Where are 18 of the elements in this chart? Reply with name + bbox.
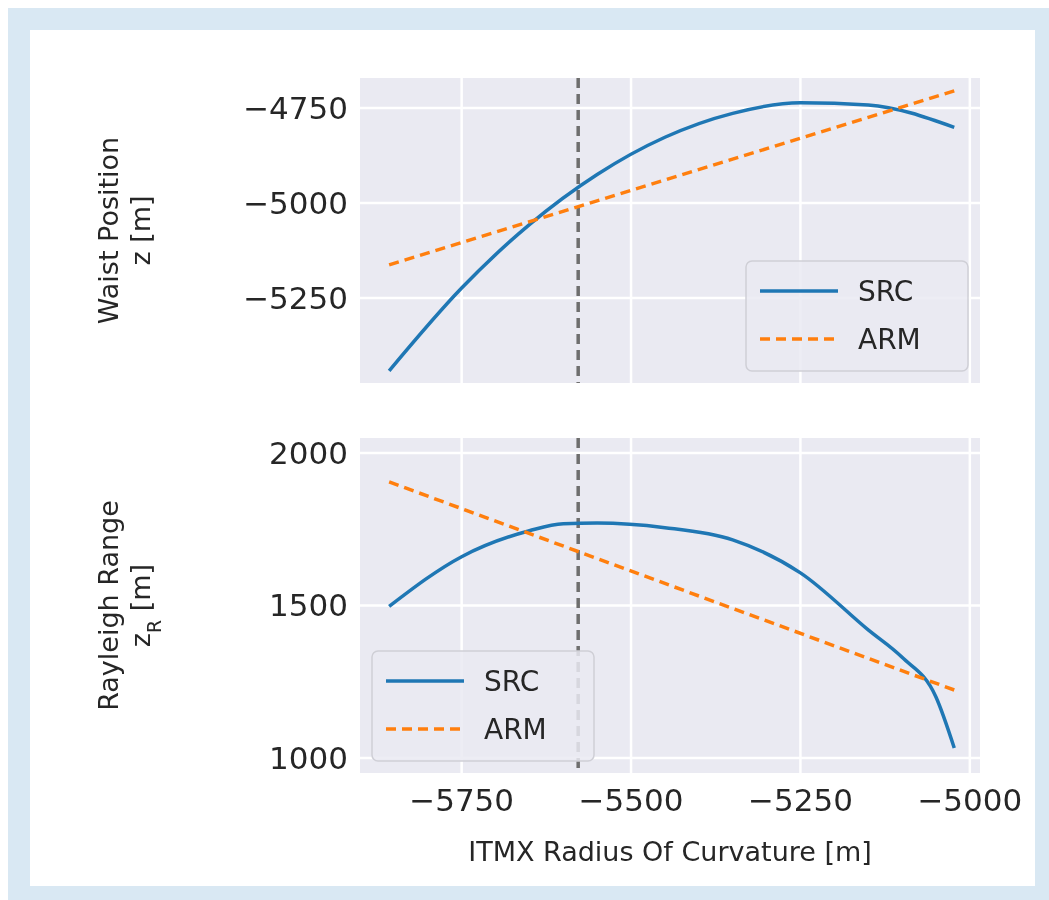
legend-label: SRC xyxy=(858,274,914,308)
x-tick-label: −5000 xyxy=(917,782,1023,818)
y-tick-label: −5000 xyxy=(243,184,348,221)
y-tick-label: 2000 xyxy=(269,434,348,471)
line-series xyxy=(387,100,956,373)
x-tick-label: −5250 xyxy=(748,782,853,818)
x-tick-label: −5500 xyxy=(578,782,684,818)
x-axis-title: ITMX Radius Of Curvature [m] xyxy=(468,836,872,867)
y-tick-label: −4750 xyxy=(243,89,348,126)
y-axis-title: Waist Position z [m] xyxy=(93,136,157,325)
y-tick-label: 1000 xyxy=(269,739,348,776)
y-tick-label: 1500 xyxy=(269,587,348,624)
legend-label: SRC xyxy=(484,664,540,698)
legend-label: ARM xyxy=(484,712,547,746)
x-tick-label: −5750 xyxy=(409,782,515,818)
legend-label: ARM xyxy=(858,322,921,356)
y-tick-label: −5250 xyxy=(243,279,348,316)
line-series xyxy=(387,521,956,750)
